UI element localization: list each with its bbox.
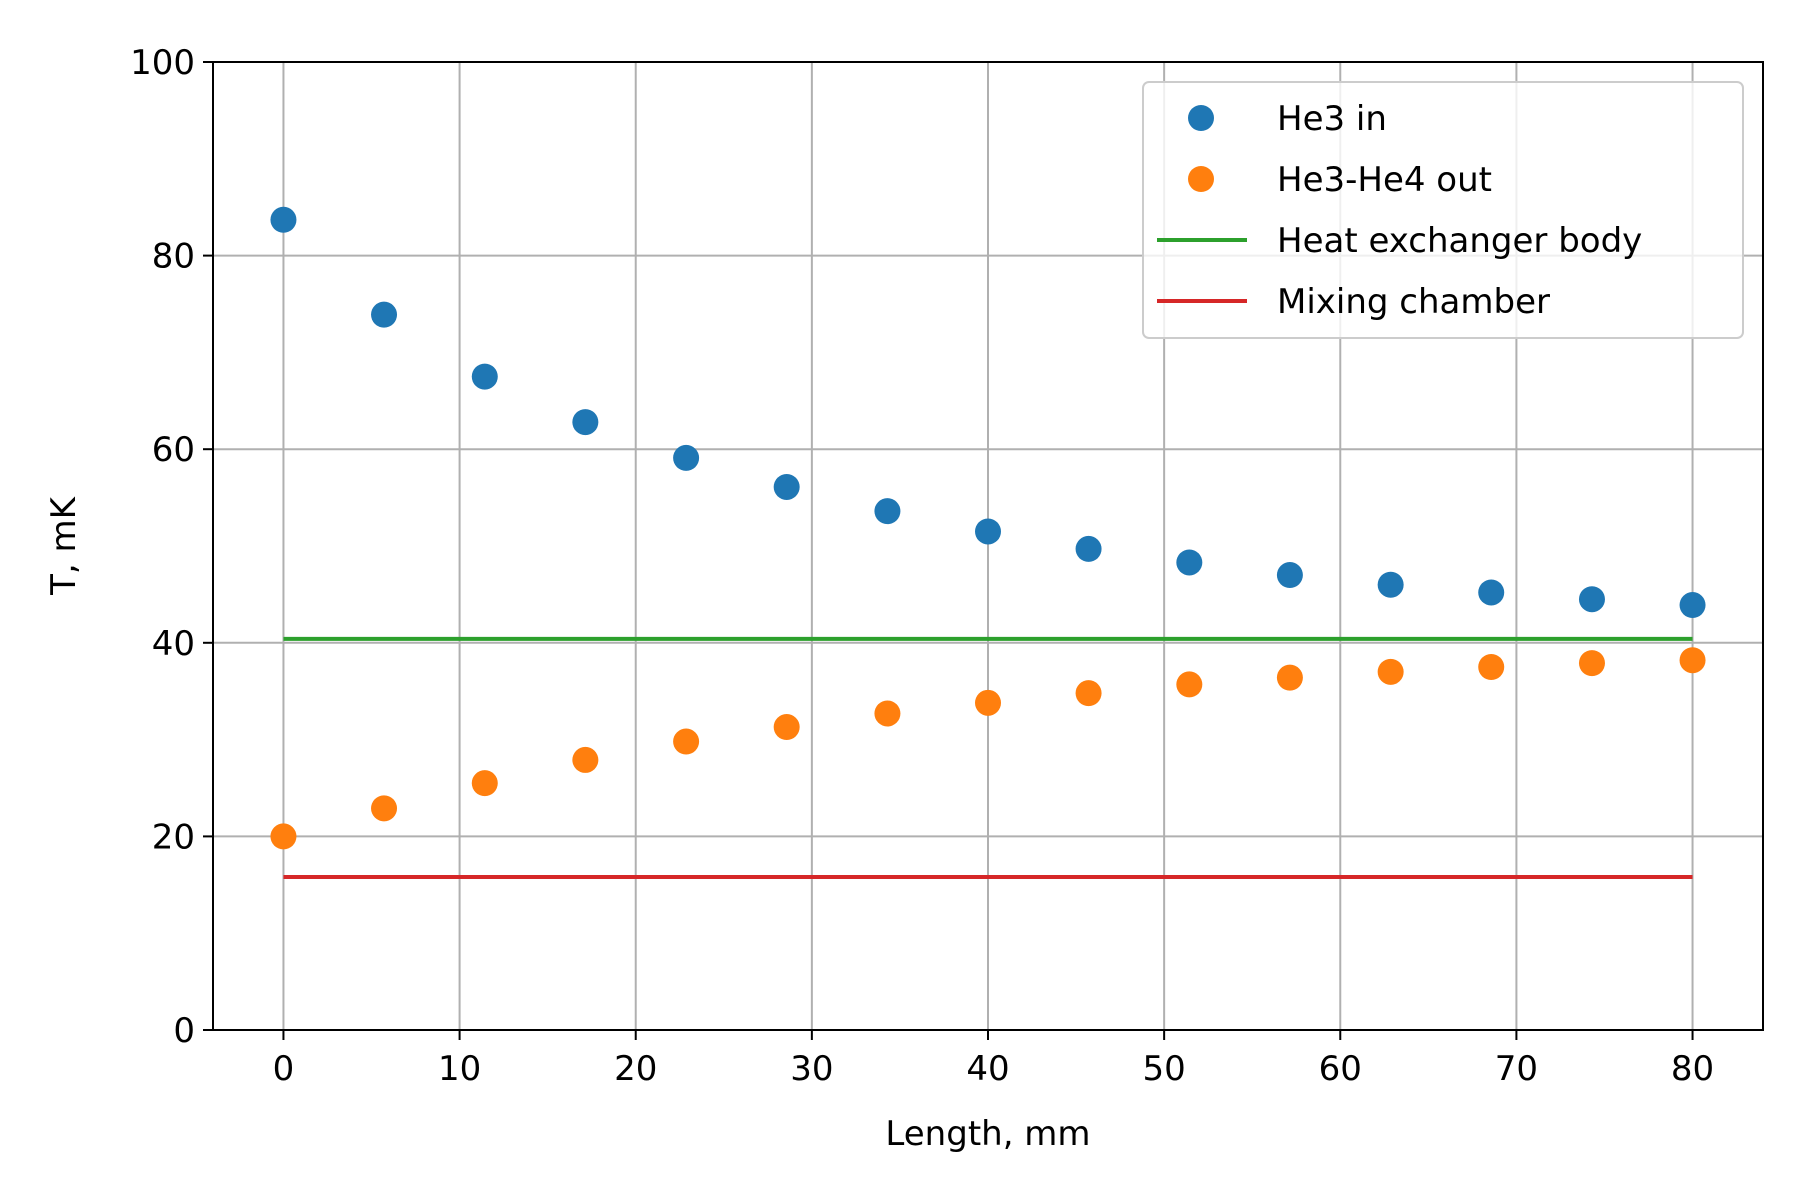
- plot-series: [270, 206, 1706, 880]
- legend-point-marker: [1188, 105, 1214, 131]
- data-point: [975, 518, 1001, 545]
- data-point: [1578, 586, 1605, 613]
- y-axis-title: T, mK: [44, 495, 84, 596]
- x-tick-label: 80: [1671, 1049, 1714, 1089]
- series-0: [270, 206, 1706, 619]
- data-point: [1075, 535, 1102, 562]
- y-tick-label: 60: [152, 430, 195, 470]
- data-point: [773, 473, 800, 500]
- series-1: [270, 647, 1706, 850]
- y-tick-label: 0: [173, 1011, 195, 1051]
- data-point: [673, 444, 700, 471]
- x-tick-label: 20: [614, 1049, 657, 1089]
- x-tick-label: 0: [273, 1049, 295, 1089]
- data-point: [572, 409, 599, 436]
- data-point: [1276, 664, 1303, 691]
- legend-label: He3-He4 out: [1277, 160, 1492, 200]
- data-point: [572, 746, 599, 773]
- data-point: [1276, 562, 1303, 589]
- data-point: [1176, 671, 1203, 698]
- axis-ticks: 0 10 20 30 40 50 60 70 80 0 20 40 60 80 100: [130, 43, 1714, 1089]
- y-tick-label: 20: [152, 817, 195, 857]
- y-tick-label: 80: [152, 237, 195, 277]
- data-point: [874, 700, 901, 727]
- data-point: [773, 714, 800, 741]
- data-point: [1478, 654, 1505, 680]
- data-point: [1478, 579, 1505, 606]
- x-tick-label: 70: [1495, 1049, 1538, 1089]
- data-point: [874, 498, 901, 525]
- data-point: [975, 689, 1001, 716]
- x-tick-label: 50: [1143, 1049, 1186, 1089]
- data-point: [270, 206, 297, 233]
- legend-label: Mixing chamber: [1277, 282, 1550, 322]
- data-point: [1377, 571, 1404, 598]
- data-point: [1176, 549, 1203, 576]
- x-axis-title: Length, mm: [885, 1114, 1090, 1154]
- data-point: [1377, 658, 1404, 685]
- legend-label: Heat exchanger body: [1277, 221, 1642, 261]
- data-point: [471, 770, 498, 797]
- y-tick-label: 40: [152, 624, 195, 664]
- x-tick-label: 40: [966, 1049, 1009, 1089]
- data-point: [1679, 647, 1706, 674]
- legend-box: [1142, 81, 1744, 339]
- data-point: [471, 363, 498, 390]
- data-point: [1578, 650, 1605, 677]
- data-point: [371, 795, 398, 822]
- legend: He3 in He3-He4 out Heat exchanger body Mixi…: [1142, 81, 1744, 339]
- x-tick-label: 30: [790, 1049, 833, 1089]
- legend-point-marker: [1188, 166, 1214, 192]
- data-point: [673, 728, 700, 755]
- legend-label: He3 in: [1277, 99, 1387, 139]
- data-point: [1679, 592, 1706, 619]
- x-tick-label: 60: [1319, 1049, 1362, 1089]
- data-point: [371, 301, 398, 328]
- data-point: [270, 823, 297, 850]
- data-point: [1075, 680, 1102, 707]
- y-tick-label: 100: [130, 43, 195, 83]
- x-tick-label: 10: [438, 1049, 481, 1089]
